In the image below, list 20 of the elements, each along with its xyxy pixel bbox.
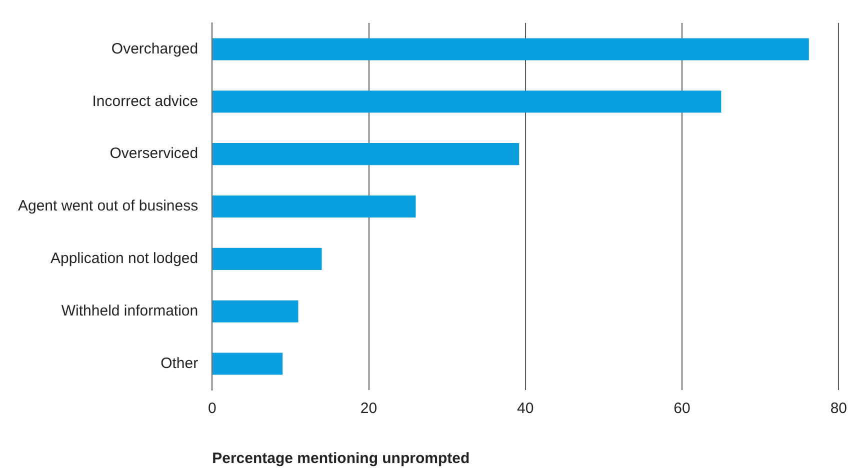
bar [212,143,520,166]
bar [212,352,283,375]
y-tick-label: Incorrect advice [92,92,198,110]
y-tick-label: Agent went out of business [18,198,198,215]
x-tick-label: 0 [208,400,216,418]
y-tick-label: Other [160,354,198,372]
x-tick-label: 20 [360,400,378,418]
x-tick-label: 80 [830,400,847,418]
bar [212,90,722,113]
x-axis-title: Percentage mentioning unprompted [212,450,470,468]
y-tick-label: Application not lodged [50,250,198,268]
bar [212,300,298,322]
x-tick-label: 40 [517,400,534,418]
y-tick-label: Overcharged [111,40,198,58]
x-tick-label: 60 [674,400,690,418]
y-tick-label: Withheld information [61,302,198,320]
bar [212,248,322,270]
y-tick-label: Overserviced [110,145,198,162]
bar [212,38,809,60]
bar [212,195,416,218]
